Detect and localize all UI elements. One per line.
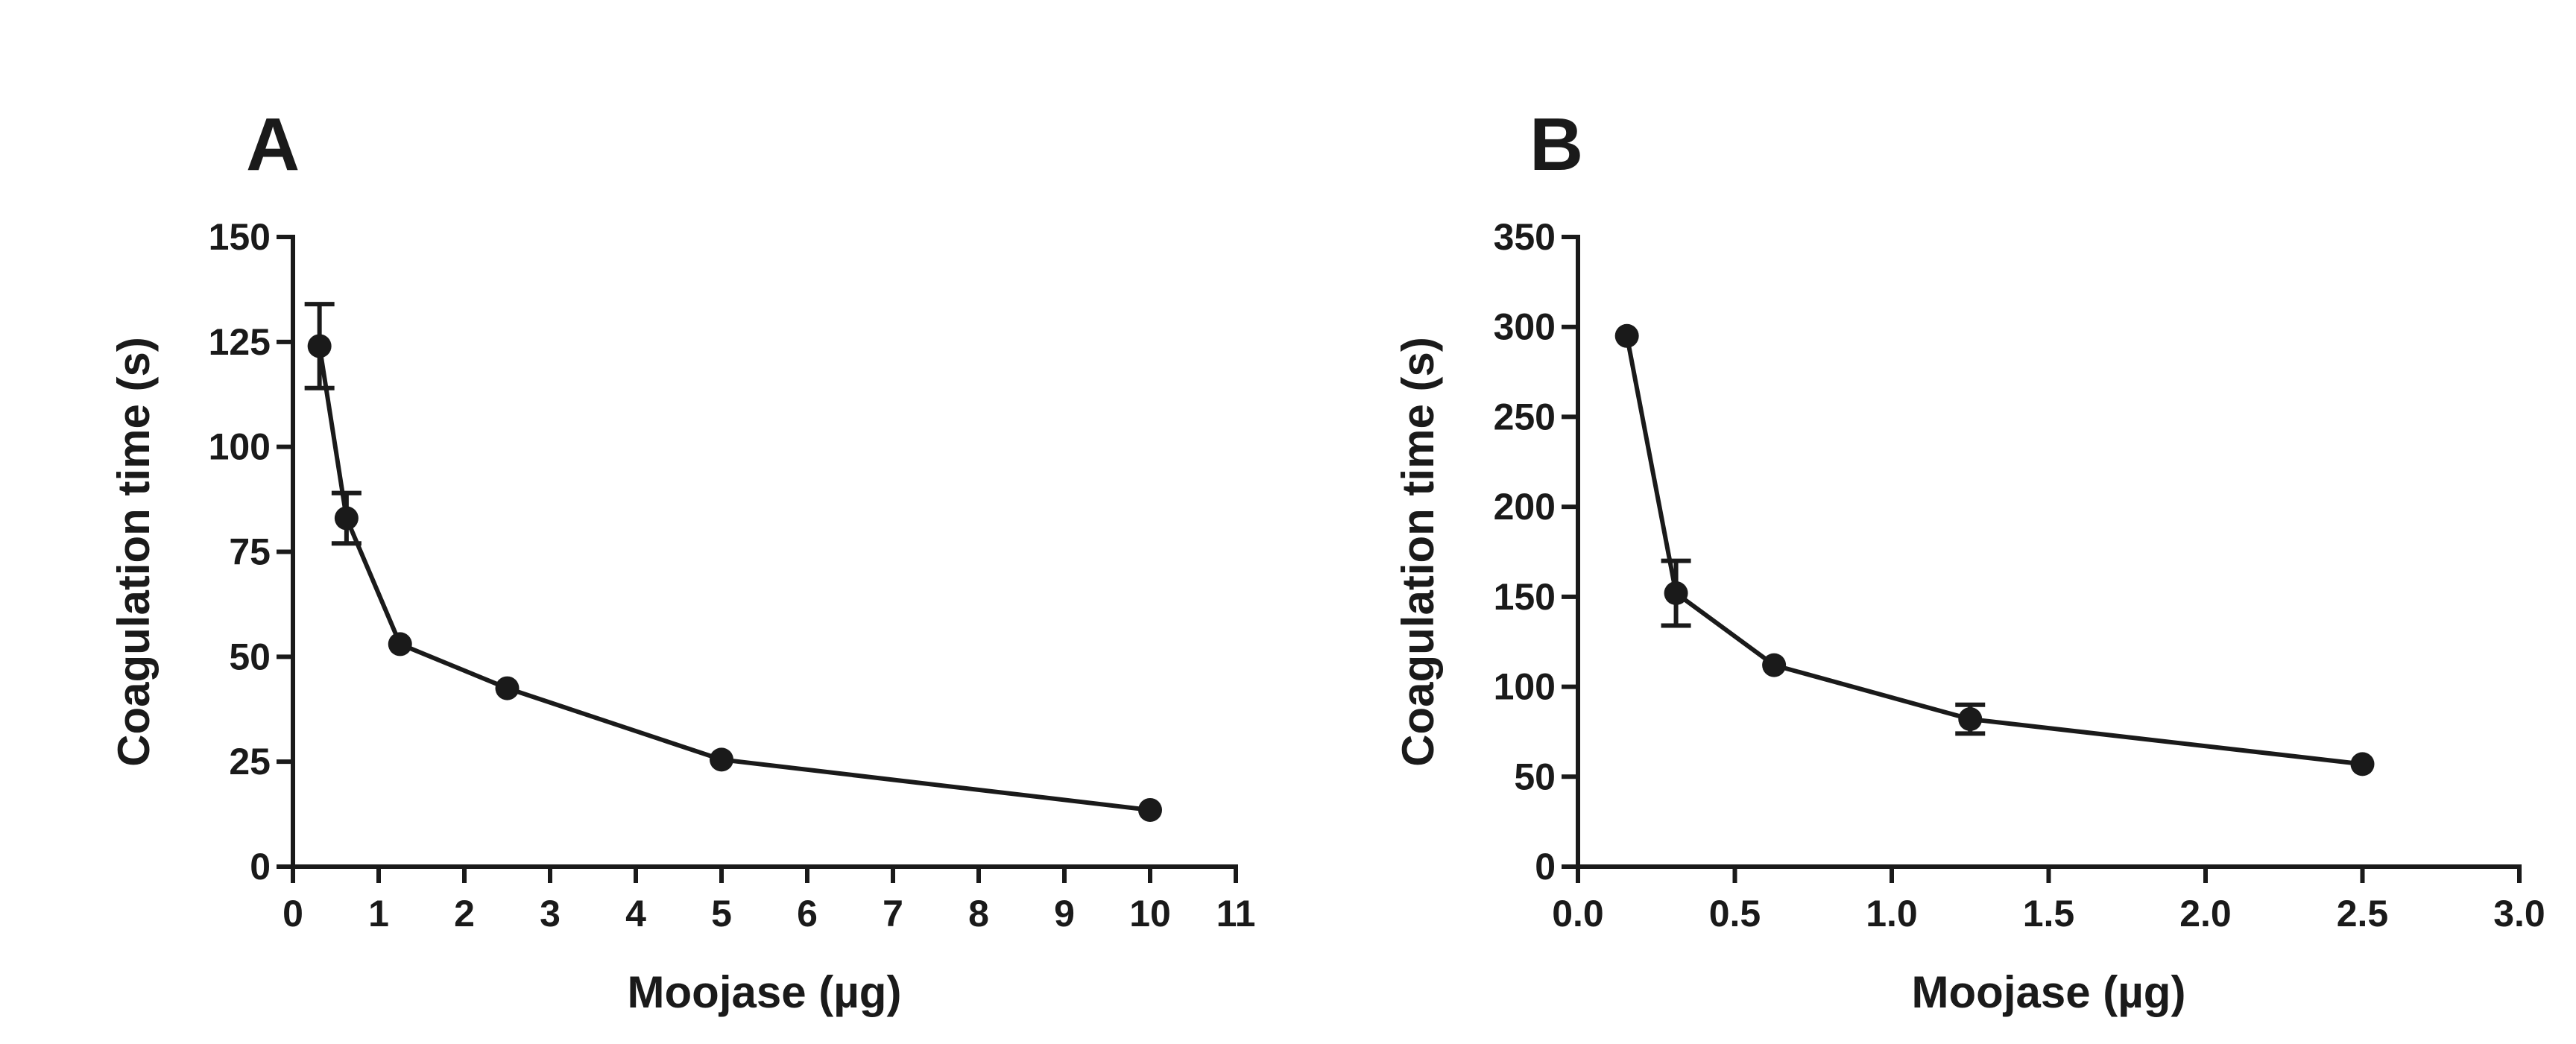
x-tick-label: 1.5 [2023,893,2075,934]
x-tick-label: 9 [1054,893,1075,934]
x-tick-label: 0.5 [1709,893,1761,934]
y-tick-label: 100 [1494,666,1556,708]
x-tick-label: 5 [711,893,732,934]
data-point [1958,707,1983,732]
x-tick-label: 2.5 [2337,893,2389,934]
panel-label: A [246,103,300,186]
data-point [1138,797,1162,822]
y-tick-label: 0 [250,846,271,888]
data-point [1664,581,1688,606]
y-axis-title: Coagulation time (s) [109,337,159,767]
x-tick-label: 2.0 [2179,893,2232,934]
x-tick-label: 1 [368,893,389,934]
x-tick-label: 8 [968,893,989,934]
series-line [1624,335,2363,767]
x-tick-label: 0.0 [1552,893,1604,934]
chart-panel-a: A 0 25 50 75 100 125 150 0 1 2 3 4 5 6 7 8 9 10 11 Moojase (… [109,103,1255,1017]
x-tick-label: 4 [625,893,646,934]
y-tick-label: 150 [209,216,271,258]
y-tick-label: 200 [1494,486,1556,528]
y-tick-label: 250 [1494,396,1556,437]
y-tick-label: 150 [1494,576,1556,618]
x-tick-label: 2 [454,893,475,934]
y-tick-label: 100 [209,426,271,468]
y-tick-label: 75 [229,531,271,573]
x-tick-label: 7 [883,893,903,934]
y-tick-label: 0 [1535,846,1556,888]
data-point [388,632,412,657]
chart-panel-b: B 0 50 100 150 200 250 300 350 0.0 0.5 1.0 1.5 2.0 2.5… [1393,103,2545,1017]
x-tick-label: 3.0 [2493,893,2545,934]
y-tick-label: 50 [229,636,271,677]
y-tick-label: 25 [229,741,271,782]
data-point [2350,752,2375,776]
panel-label: B [1530,103,1583,186]
x-tick-label: 6 [797,893,818,934]
data-point [334,506,359,531]
y-tick-label: 300 [1494,306,1556,348]
data-point [495,676,520,700]
x-tick-label: 0 [282,893,303,934]
y-tick-label: 50 [1514,756,1556,797]
data-point [307,334,332,358]
x-tick-label: 3 [540,893,561,934]
x-tick-label: 1.0 [1866,893,1918,934]
y-axis-title: Coagulation time (s) [1393,337,1443,767]
data-point [710,747,733,772]
y-tick-label: 350 [1494,216,1556,258]
series-line [317,346,1151,812]
y-tick-label: 125 [209,321,271,363]
data-point [1762,653,1787,677]
x-tick-label: 11 [1216,893,1256,934]
data-point [1614,323,1639,348]
x-axis-title: Moojase (µg) [1912,967,2186,1017]
x-axis-title: Moojase (µg) [628,967,902,1017]
x-tick-label: 10 [1129,893,1171,934]
